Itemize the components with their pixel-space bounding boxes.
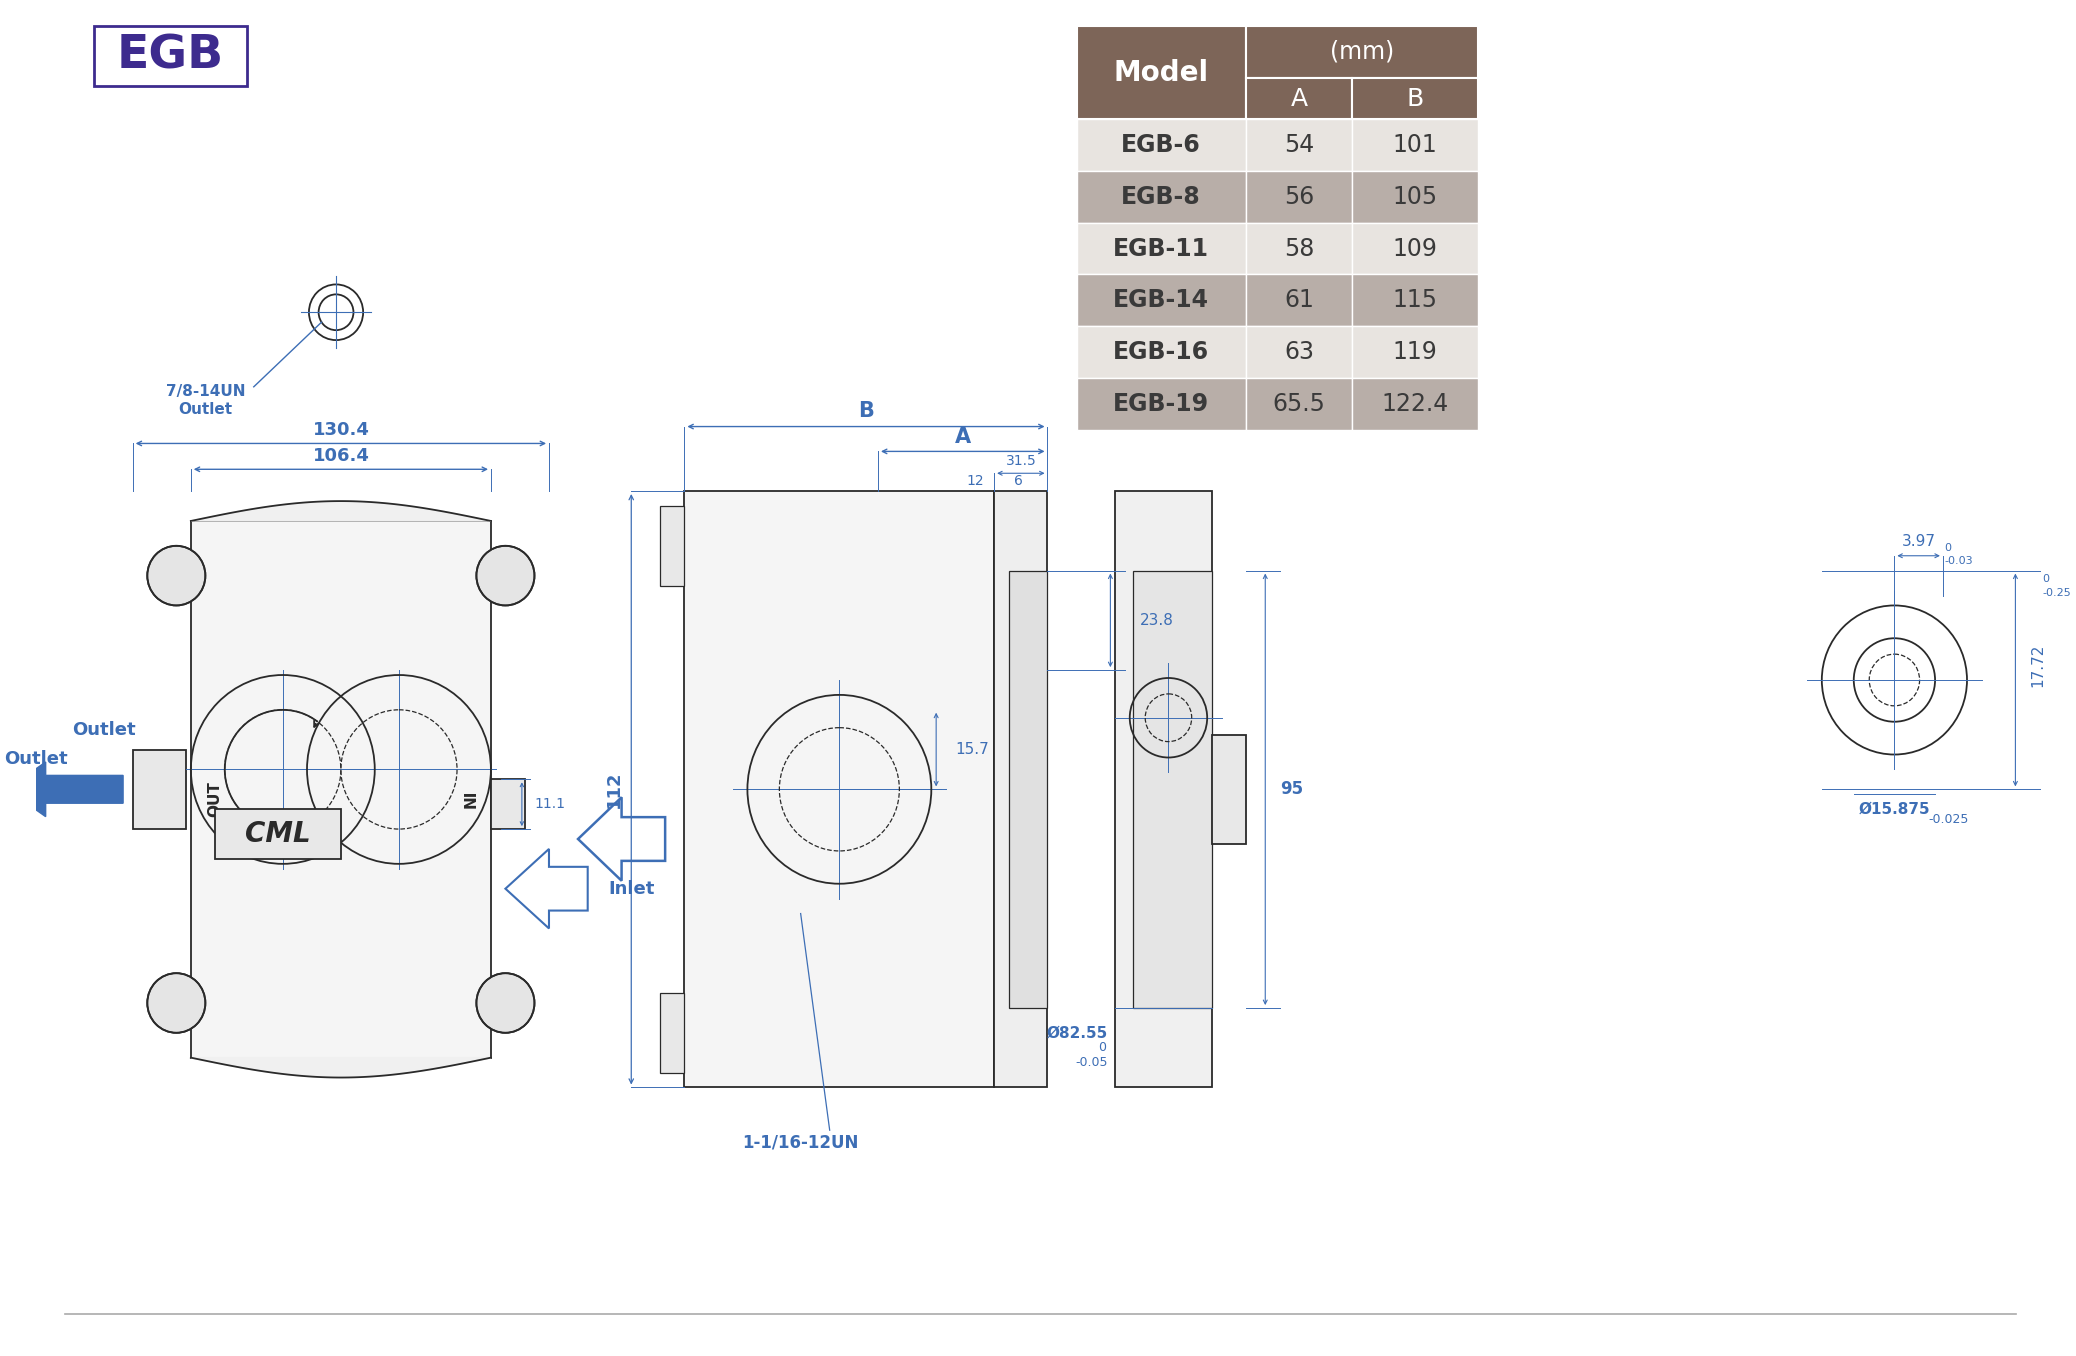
Text: 106.4: 106.4 <box>313 447 370 465</box>
Circle shape <box>475 974 534 1033</box>
Bar <box>1246 119 1351 171</box>
Polygon shape <box>191 502 490 521</box>
Bar <box>1246 378 1351 430</box>
Bar <box>685 491 994 1088</box>
Text: -0.025: -0.025 <box>1929 812 1968 826</box>
Text: 112: 112 <box>604 770 623 808</box>
Text: 122.4: 122.4 <box>1383 392 1449 416</box>
Text: 119: 119 <box>1393 340 1439 363</box>
Bar <box>994 491 1048 1088</box>
Text: EGB-16: EGB-16 <box>1113 340 1208 363</box>
Bar <box>1246 171 1351 222</box>
Bar <box>1077 274 1246 327</box>
Bar <box>1351 327 1478 378</box>
Text: B: B <box>857 400 874 420</box>
Text: Ø82.55: Ø82.55 <box>1046 1025 1107 1040</box>
Bar <box>216 810 340 858</box>
Text: 0: 0 <box>1945 542 1951 553</box>
Bar <box>1246 274 1351 327</box>
Circle shape <box>147 546 206 605</box>
Text: 11.1: 11.1 <box>534 797 565 811</box>
Text: EGB-6: EGB-6 <box>1121 133 1202 157</box>
Text: 23.8: 23.8 <box>1140 613 1173 628</box>
Text: EGB: EGB <box>116 34 224 79</box>
Text: 109: 109 <box>1393 237 1439 260</box>
Polygon shape <box>191 1058 490 1078</box>
Text: 58: 58 <box>1283 237 1314 260</box>
Bar <box>1351 171 1478 222</box>
Text: 0: 0 <box>1092 1041 1107 1054</box>
Bar <box>1115 491 1212 1088</box>
Text: -0.03: -0.03 <box>1945 556 1974 565</box>
Text: 65.5: 65.5 <box>1273 392 1327 416</box>
Bar <box>490 780 525 829</box>
Text: -0.05: -0.05 <box>1075 1056 1107 1069</box>
Bar <box>1351 77 1478 119</box>
FancyArrow shape <box>6 762 122 816</box>
Bar <box>1246 26 1478 77</box>
Bar <box>1077 327 1246 378</box>
Bar <box>1246 327 1351 378</box>
Text: 6: 6 <box>1013 475 1023 488</box>
Bar <box>1351 222 1478 274</box>
Text: 63: 63 <box>1285 340 1314 363</box>
Text: 12: 12 <box>965 475 984 488</box>
Bar <box>1351 119 1478 171</box>
Bar <box>1351 378 1478 430</box>
Bar <box>1077 378 1246 430</box>
Text: Outlet: Outlet <box>4 750 69 769</box>
Text: EGB-19: EGB-19 <box>1113 392 1208 416</box>
Text: 101: 101 <box>1393 133 1439 157</box>
Text: A: A <box>1291 87 1308 111</box>
Text: Model: Model <box>1113 58 1208 87</box>
Text: B: B <box>1408 87 1424 111</box>
Text: Ø15.875: Ø15.875 <box>1858 801 1931 816</box>
Text: EGB-11: EGB-11 <box>1113 237 1208 260</box>
Text: A: A <box>955 427 972 447</box>
Text: Outlet: Outlet <box>73 720 135 739</box>
Text: 3.97: 3.97 <box>1902 534 1935 549</box>
Bar <box>1077 26 1246 119</box>
Text: 31.5: 31.5 <box>1005 454 1036 468</box>
Bar <box>1212 735 1246 843</box>
Text: 95: 95 <box>1279 780 1304 799</box>
Text: (mm): (mm) <box>1331 39 1395 64</box>
Text: EGB-14: EGB-14 <box>1113 289 1208 312</box>
Text: 54: 54 <box>1285 133 1314 157</box>
Text: 15.7: 15.7 <box>955 742 990 757</box>
Text: 105: 105 <box>1393 184 1439 209</box>
Text: -0.25: -0.25 <box>2043 587 2072 598</box>
Text: NI: NI <box>465 791 480 808</box>
Text: 130.4: 130.4 <box>313 420 370 438</box>
Text: 56: 56 <box>1285 184 1314 209</box>
Bar <box>191 521 490 1058</box>
Text: 7/8-14UN: 7/8-14UN <box>166 384 245 399</box>
Text: 1-1/16-12UN: 1-1/16-12UN <box>743 1134 859 1151</box>
Text: EGB-8: EGB-8 <box>1121 184 1202 209</box>
Text: 61: 61 <box>1285 289 1314 312</box>
Bar <box>133 750 187 829</box>
Bar <box>1246 222 1351 274</box>
Bar <box>1351 274 1478 327</box>
Text: 115: 115 <box>1393 289 1439 312</box>
Text: 17.72: 17.72 <box>2030 643 2045 686</box>
Bar <box>93 26 247 85</box>
Bar <box>1077 119 1246 171</box>
Bar <box>660 993 685 1073</box>
Circle shape <box>147 974 206 1033</box>
Bar <box>1077 222 1246 274</box>
Text: Outlet: Outlet <box>179 403 233 418</box>
Text: CML: CML <box>245 820 311 848</box>
Bar <box>660 506 685 586</box>
Text: OUT: OUT <box>208 781 222 818</box>
Bar <box>1246 77 1351 119</box>
Bar <box>1009 571 1048 1008</box>
Bar <box>1133 571 1212 1008</box>
Text: 0: 0 <box>2043 574 2049 583</box>
Text: Inlet: Inlet <box>608 880 654 898</box>
Circle shape <box>475 546 534 605</box>
Bar <box>1077 171 1246 222</box>
